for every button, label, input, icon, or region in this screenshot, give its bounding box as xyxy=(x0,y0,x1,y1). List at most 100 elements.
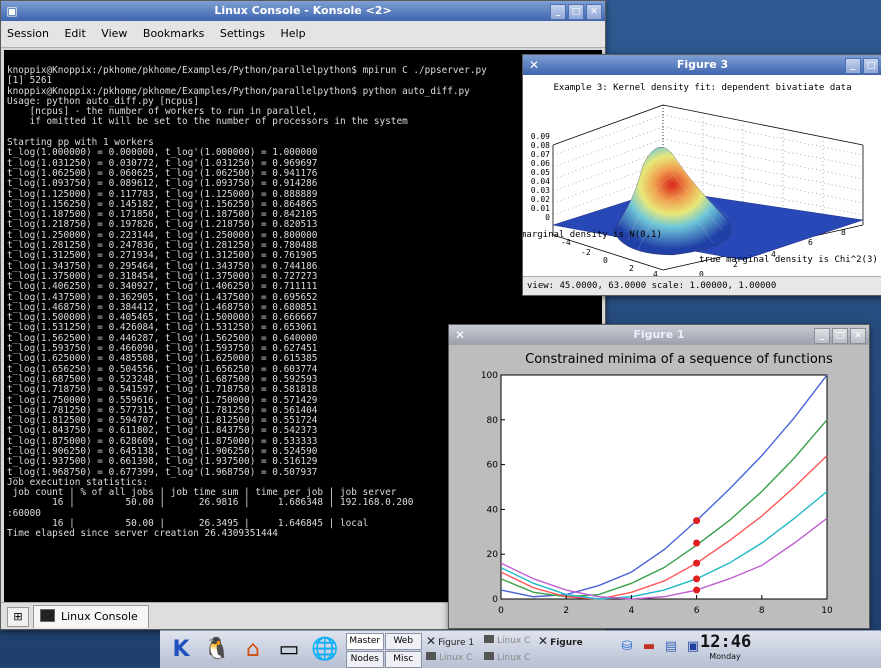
terminal-icon xyxy=(484,652,494,660)
terminal-icon xyxy=(484,635,494,643)
window-title: Figure 3 xyxy=(676,58,729,71)
terminal-line: t_log(1.687500) = 0.523248, t_log'(1.687… xyxy=(7,373,318,385)
y-tick: 8 xyxy=(841,228,846,237)
plot-title: Example 3: Kernel density fit: dependent… xyxy=(553,83,852,93)
terminal-icon xyxy=(40,609,55,622)
terminal-line: t_log(1.156250) = 0.145182, t_log'(1.156… xyxy=(7,198,318,210)
x-logo-icon: ✕ xyxy=(528,58,540,72)
terminal-line: t_log(1.750000) = 0.559616, t_log'(1.750… xyxy=(7,394,318,406)
konsole-window[interactable]: ▣ Linux Console - Konsole <2> _ □ ✕ Sess… xyxy=(0,0,606,630)
z-tick: 0.03 xyxy=(531,186,550,195)
kde-menu-icon[interactable]: K xyxy=(172,637,190,662)
close-button[interactable]: ✕ xyxy=(586,4,602,20)
z-tick: 0.09 xyxy=(531,132,550,141)
terminal-line: t_log(1.875000) = 0.628609, t_log'(1.875… xyxy=(7,435,318,447)
terminal-line: t_log(1.625000) = 0.485508, t_log'(1.625… xyxy=(7,353,318,365)
clock[interactable]: 12:46 Monday xyxy=(700,632,752,662)
y-tick-label: 0 xyxy=(492,595,498,605)
task-figure[interactable]: ✕ Figure xyxy=(538,634,583,648)
maximize-button[interactable]: □ xyxy=(832,328,848,344)
terminal-line: t_log(1.375000) = 0.318454, t_log'(1.375… xyxy=(7,270,318,282)
series-line xyxy=(500,490,828,600)
desktop-misc[interactable]: Misc xyxy=(384,651,422,668)
home-icon[interactable]: ⌂ xyxy=(246,637,260,662)
maximize-button[interactable]: □ xyxy=(863,58,879,74)
window-title: Linux Console - Konsole <2> xyxy=(214,4,392,17)
x-tick: -2 xyxy=(581,248,591,257)
z-tick: 0.06 xyxy=(531,159,550,168)
chart-title: Constrained minima of a sequence of func… xyxy=(525,352,833,367)
figure3-window[interactable]: ✕ Figure 3 _ □ Example 3: Kernel density… xyxy=(522,54,881,296)
figure1-titlebar[interactable]: ✕ Figure 1 _ □ ✕ xyxy=(449,325,869,345)
line-chart[interactable]: Constrained minima of a sequence of func… xyxy=(449,345,869,628)
network-icon[interactable]: 🌐 xyxy=(311,637,339,662)
menu-edit[interactable]: Edit xyxy=(64,27,86,40)
desktop-nodes[interactable]: Nodes xyxy=(346,651,384,668)
surface-plot[interactable]: 0.09 0.08 0.07 0.06 0.05 0.04 0.03 0.02 … xyxy=(523,95,881,277)
menubar: Session Edit View Bookmarks Settings Hel… xyxy=(1,21,605,48)
y-axis-label: marginal density is N(0,1) xyxy=(522,230,662,240)
knoppix-icon[interactable]: 🐧 xyxy=(203,637,231,662)
y-tick-label: 100 xyxy=(481,371,498,381)
terminal-line: t_log(1.406250) = 0.340927, t_log'(1.406… xyxy=(7,281,318,293)
terminal-line: t_log(1.593750) = 0.466090, t_log'(1.593… xyxy=(7,343,318,355)
z-tick: 0.05 xyxy=(531,168,550,177)
terminal-line: t_log(1.187500) = 0.171850, t_log'(1.187… xyxy=(7,209,318,221)
z-tick: 0.02 xyxy=(531,195,550,204)
task-figure1[interactable]: ✕ Figure 1 xyxy=(426,634,475,648)
terminal-line: t_log(1.500000) = 0.405465, t_log'(1.500… xyxy=(7,312,318,324)
task-linux-console[interactable]: Linux C xyxy=(426,651,482,666)
z-tick: 0.04 xyxy=(531,177,550,186)
storage-icon[interactable]: ⛁ xyxy=(621,639,633,654)
maximize-button[interactable]: □ xyxy=(568,4,584,20)
terminal-line: Job execution statistics: xyxy=(7,476,149,488)
clock-time: 12:46 xyxy=(700,632,752,652)
terminal-line: t_log(1.031250) = 0.030772, t_log'(1.031… xyxy=(7,157,318,169)
terminal-line: t_log(1.343750) = 0.295464, t_log'(1.343… xyxy=(7,260,318,272)
terminal-line: t_log(1.718750) = 0.541597, t_log'(1.718… xyxy=(7,384,318,396)
plot-area xyxy=(500,374,828,600)
desktop-master[interactable]: Master xyxy=(346,633,384,650)
desktop-web[interactable]: Web xyxy=(384,633,422,650)
konsole-titlebar[interactable]: ▣ Linux Console - Konsole <2> _ □ ✕ xyxy=(1,1,605,21)
terminal-line: Usage: python auto_diff.py [ncpus] xyxy=(7,95,199,107)
y-tick-label: 20 xyxy=(487,550,499,560)
y-tick: 2 xyxy=(733,260,738,269)
menu-settings[interactable]: Settings xyxy=(219,27,265,40)
x-tick-label: 10 xyxy=(821,606,833,616)
figure3-titlebar[interactable]: ✕ Figure 3 _ □ xyxy=(523,55,881,75)
clipboard-icon[interactable]: ▤ xyxy=(664,639,678,654)
terminal-line: t_log(1.906250) = 0.645138, t_log'(1.906… xyxy=(7,445,318,457)
minimize-button[interactable]: _ xyxy=(845,58,861,74)
task-linux-console[interactable]: Linux C xyxy=(484,651,540,666)
z-tick: 0.08 xyxy=(531,141,550,150)
keyboard-layout-icon[interactable]: ▬ xyxy=(642,639,656,654)
terminal-line: Time elapsed since server creation 26.43… xyxy=(7,528,278,540)
task-linux-console[interactable]: Linux C xyxy=(484,634,538,649)
terminal-line: 16 | 50.00 | 26.3495 | 1.646845 | local xyxy=(7,518,369,530)
menu-help[interactable]: Help xyxy=(280,27,306,40)
terminal-line: Starting pp with 1 workers xyxy=(7,137,154,149)
terminal-line: t_log(1.468750) = 0.384412, t_log'(1.468… xyxy=(7,301,318,313)
y-tick-label: 60 xyxy=(487,461,499,471)
terminal-icon[interactable]: ▭ xyxy=(278,637,300,662)
terminal-line: t_log(1.125000) = 0.117783, t_log'(1.125… xyxy=(7,188,318,200)
display-icon[interactable]: ▣ xyxy=(686,639,700,654)
terminal-line: t_log(1.093750) = 0.089612, t_log'(1.093… xyxy=(7,178,318,190)
close-button[interactable]: ✕ xyxy=(850,328,866,344)
new-session-button[interactable]: ⊞ xyxy=(7,607,29,627)
minimize-button[interactable]: _ xyxy=(550,4,566,20)
session-tab[interactable]: Linux Console xyxy=(33,605,149,628)
x-tick: 2 xyxy=(629,264,634,273)
y-tick: 6 xyxy=(808,238,813,247)
menu-bookmarks[interactable]: Bookmarks xyxy=(142,27,205,40)
x-tick-label: 0 xyxy=(498,606,504,616)
menu-session[interactable]: Session xyxy=(7,27,49,40)
figure1-window[interactable]: ✕ Figure 1 _ □ ✕ Constrained minima of a… xyxy=(448,324,870,629)
minimum-point xyxy=(693,586,701,594)
menu-view[interactable]: View xyxy=(101,27,128,40)
terminal-line: t_log(1.937500) = 0.661398, t_log'(1.937… xyxy=(7,456,318,468)
minimize-button[interactable]: _ xyxy=(814,328,830,344)
session-tab-label: Linux Console xyxy=(61,610,138,623)
x-logo-icon: ✕ xyxy=(538,634,549,648)
